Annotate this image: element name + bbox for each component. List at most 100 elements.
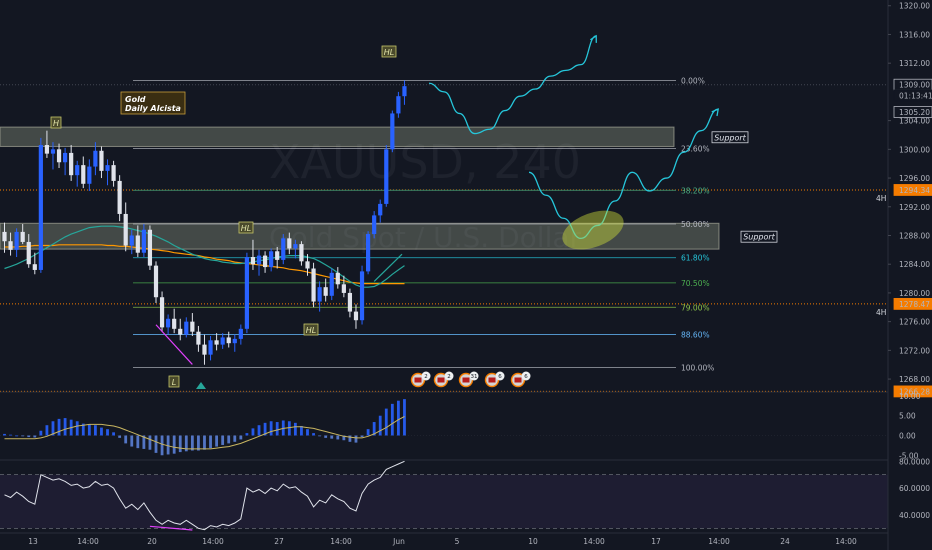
- macd-histogram-bar: [342, 435, 346, 441]
- candle-body: [317, 287, 322, 302]
- macd-histogram-bar: [348, 435, 352, 442]
- macd-tick-label: 10.00: [899, 392, 921, 401]
- candle-body: [208, 340, 213, 355]
- timeframe-label: 4H: [876, 308, 886, 317]
- macd-histogram-bar: [215, 435, 218, 447]
- candle-body: [226, 337, 231, 344]
- macd-histogram-bar: [366, 429, 370, 436]
- price-tick-label: 1272.00: [899, 346, 930, 355]
- macd-histogram-bar: [45, 425, 49, 436]
- time-tick-label: 14:00: [708, 537, 730, 546]
- rsi-band-fill: [0, 474, 888, 529]
- support-label-box: [740, 230, 778, 243]
- time-tick-label: 13: [28, 537, 38, 546]
- candle-body: [69, 152, 74, 176]
- price-tag-label: 1309.00: [899, 81, 930, 90]
- time-tick-label: 14:00: [835, 537, 857, 546]
- support-label: Support: [714, 133, 746, 142]
- macd-histogram-bar: [75, 421, 79, 436]
- label-box-text: HL: [241, 224, 251, 233]
- candle-body: [129, 235, 134, 246]
- candle-body: [238, 328, 243, 339]
- macd-histogram-bar: [33, 435, 37, 438]
- time-axis[interactable]: 13 14:00 20 14:00 27 14:00 Jun 5 10 14:00 17 14:00 2…: [28, 537, 857, 546]
- event-count: 6: [524, 374, 528, 380]
- candle-body: [275, 251, 280, 260]
- event-count-bubble: [421, 371, 431, 381]
- macd-histogram-bar: [178, 435, 182, 453]
- candle-body: [220, 337, 225, 345]
- projection-paths: [373, 34, 720, 282]
- candle-body: [384, 149, 389, 204]
- support-label: Support: [743, 233, 775, 242]
- candle-body: [178, 328, 183, 335]
- candle-body: [87, 166, 92, 184]
- event-count-bubble: [469, 371, 479, 381]
- price-tag-label: 1278.47: [899, 300, 930, 309]
- price-tick-label: 1292.00: [899, 203, 930, 212]
- candle-body: [153, 265, 159, 298]
- macd-histogram-bar: [154, 435, 158, 453]
- price-tag: [893, 89, 932, 102]
- macd-histogram-bar: [106, 429, 109, 436]
- rsi-divergence-line: [149, 525, 193, 531]
- macd-histogram-bar: [124, 435, 128, 444]
- price-tick-label: 1296.00: [899, 174, 930, 183]
- macd-tick-label: 5.00: [899, 412, 916, 421]
- candle-body: [378, 203, 383, 216]
- price-tick-label: 1276.00: [899, 318, 930, 327]
- title-line-2: Daily Alcista: [125, 104, 181, 113]
- candle-body: [44, 145, 50, 154]
- candle-body: [269, 251, 274, 268]
- candle-body: [141, 229, 146, 253]
- watermark-symbol: XAUUSD, 240: [269, 135, 581, 189]
- projection-path-long: [528, 108, 719, 240]
- label-box: [303, 323, 319, 336]
- candle-body: [287, 238, 292, 249]
- fib-level-label: 50.00%: [681, 220, 710, 229]
- rsi-tick-label: 60.0000: [899, 484, 930, 493]
- price-tick-label: 1284.00: [899, 260, 930, 269]
- candle-body: [281, 238, 286, 260]
- fibonacci-retracement[interactable]: 0.00% 23.60% 38.20% 50.00% 61.80% 70.50% 79.00…: [133, 76, 714, 373]
- title-line-1: Gold: [125, 95, 146, 104]
- candle-body: [99, 150, 104, 171]
- price-axis[interactable]: 1320.00 1316.00 1312.00 1304.00 1300.00 1296.…: [876, 2, 932, 520]
- candle-body: [184, 321, 189, 335]
- macd-histogram-bar: [227, 435, 231, 444]
- macd-histogram-bar: [275, 422, 279, 436]
- price-tick-label: 1316.00: [899, 30, 930, 39]
- event-count: 31: [471, 374, 478, 380]
- candle-body: [75, 165, 80, 176]
- candle-body: [329, 272, 334, 296]
- ma-extension: [373, 253, 403, 282]
- label-box: [238, 221, 254, 234]
- macd-histogram-bar: [287, 421, 291, 436]
- macd-histogram-bar: [293, 422, 297, 436]
- support-zone: [0, 222, 720, 250]
- candle-body: [323, 287, 328, 296]
- projection-arrowhead: [590, 34, 597, 43]
- candle-body: [262, 255, 268, 268]
- candle-body: [250, 257, 256, 265]
- macd-histogram-bar: [324, 435, 328, 438]
- event-count: 2: [424, 374, 428, 380]
- macd-histogram-bar: [221, 435, 225, 445]
- event-count-bubble: [521, 371, 531, 381]
- up-arrow-marker: [196, 382, 206, 389]
- macd-histogram-bar: [197, 435, 200, 451]
- flag-stripe-icon: [514, 377, 522, 383]
- candle-body: [14, 231, 19, 250]
- flag-stripe-icon: [462, 377, 470, 383]
- time-tick-label: 24: [780, 537, 790, 546]
- macd-histogram-bar: [239, 435, 243, 440]
- rsi-tick-label: 80.0000: [899, 457, 930, 466]
- fib-level-label: 61.80%: [681, 254, 710, 263]
- macd-histogram-bar: [360, 435, 364, 438]
- macd-histogram-bar: [336, 435, 340, 440]
- support-label-box: [711, 131, 749, 144]
- price-divergence-line: [155, 324, 193, 365]
